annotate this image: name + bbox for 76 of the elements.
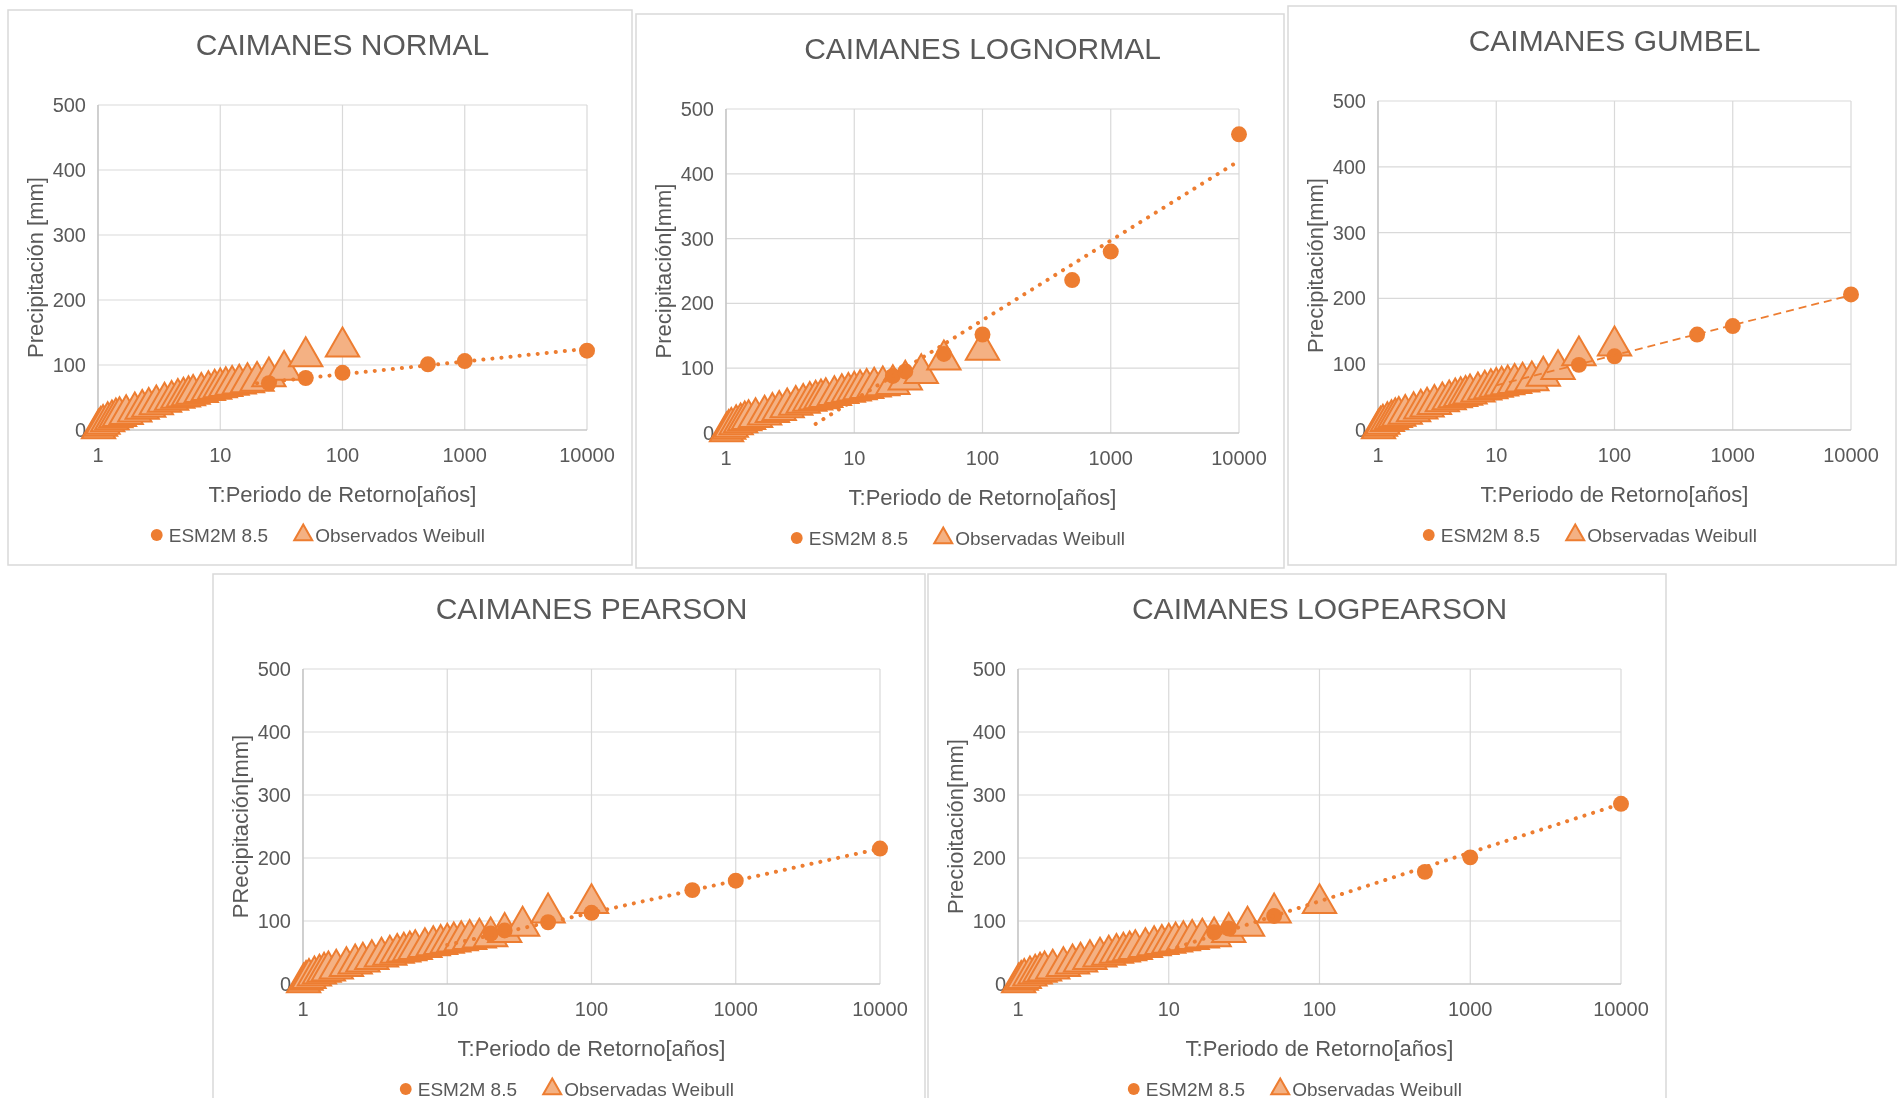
x-tick-label: 10 bbox=[1485, 444, 1508, 466]
x-tick-label: 1000 bbox=[442, 444, 487, 466]
y-tick-label: 500 bbox=[1332, 90, 1366, 112]
y-tick-label: 100 bbox=[680, 357, 714, 380]
x-tick-label: 10000 bbox=[1593, 998, 1649, 1020]
y-axis-title: Precipitación[mm] bbox=[651, 183, 676, 359]
x-tick-label: 1 bbox=[297, 998, 309, 1020]
y-tick-label: 400 bbox=[1332, 155, 1366, 178]
y-tick-label: 200 bbox=[257, 847, 291, 869]
y-tick-label: 100 bbox=[52, 354, 86, 376]
chart-title: CAIMANES LOGPEARSON bbox=[1131, 592, 1508, 625]
x-tick-label: 10000 bbox=[1823, 444, 1879, 466]
y-tick-label: 400 bbox=[52, 159, 86, 181]
y-tick-label: 300 bbox=[972, 784, 1006, 806]
x-tick-label: 1000 bbox=[1448, 998, 1493, 1020]
x-tick-label: 100 bbox=[1302, 998, 1337, 1020]
y-tick-label: 200 bbox=[1332, 287, 1366, 310]
x-tick-label: 10 bbox=[843, 447, 866, 469]
x-tick-label: 1000 bbox=[1088, 447, 1133, 469]
y-tick-label: 300 bbox=[680, 227, 714, 250]
y-tick-label: 500 bbox=[52, 94, 86, 116]
legend-label: Observadas Weibull bbox=[1292, 1078, 1462, 1098]
y-tick-label: 400 bbox=[680, 162, 714, 185]
y-tick-label: 400 bbox=[972, 721, 1006, 743]
chart-title: CAIMANES NORMAL bbox=[195, 28, 490, 61]
chart-title: CAIMANES GUMBEL bbox=[1468, 24, 1761, 57]
legend-label: ESM2M 8.5 bbox=[1145, 1078, 1246, 1098]
y-tick-label: 200 bbox=[52, 289, 86, 311]
legend-label: ESM2M 8.5 bbox=[808, 527, 909, 549]
x-tick-label: 100 bbox=[574, 998, 609, 1020]
y-tick-label: 100 bbox=[1332, 353, 1366, 376]
y-tick-label: 100 bbox=[257, 910, 291, 932]
y-tick-label: 100 bbox=[972, 910, 1006, 932]
x-axis-title: T:Periodo de Retorno[años] bbox=[208, 482, 477, 507]
x-tick-label: 10 bbox=[209, 444, 232, 466]
x-tick-label: 100 bbox=[325, 444, 360, 466]
x-tick-label: 1 bbox=[1372, 444, 1384, 466]
y-axis-title: Precipitación[mm] bbox=[1303, 178, 1328, 353]
legend-label: ESM2M 8.5 bbox=[168, 524, 269, 546]
y-tick-label: 200 bbox=[680, 292, 714, 315]
x-tick-label: 10 bbox=[1157, 998, 1180, 1020]
x-axis-title: T:Periodo de Retorno[años] bbox=[848, 485, 1117, 510]
y-tick-label: 300 bbox=[257, 784, 291, 806]
y-tick-label: 300 bbox=[52, 224, 86, 246]
y-tick-label: 500 bbox=[257, 658, 291, 680]
y-axis-title: PRecipitación[mm] bbox=[228, 734, 253, 919]
x-axis-title: T:Periodo de Retorno[años] bbox=[457, 1036, 726, 1061]
legend-label: Observadas Weibull bbox=[564, 1078, 734, 1098]
x-tick-label: 10000 bbox=[852, 998, 908, 1020]
y-tick-label: 500 bbox=[972, 658, 1006, 680]
y-tick-label: 300 bbox=[1332, 221, 1366, 244]
x-tick-label: 1 bbox=[720, 447, 732, 469]
legend-label: Observados Weibull bbox=[315, 524, 485, 546]
chart-title: CAIMANES PEARSON bbox=[435, 592, 748, 625]
x-tick-label: 1000 bbox=[713, 998, 758, 1020]
legend-label: Observadas Weibull bbox=[1587, 524, 1757, 546]
x-tick-label: 10000 bbox=[559, 444, 615, 466]
y-tick-label: 0 bbox=[994, 973, 1006, 995]
legend-label: ESM2M 8.5 bbox=[417, 1078, 518, 1098]
y-tick-label: 500 bbox=[680, 98, 714, 120]
x-tick-label: 1000 bbox=[1710, 444, 1755, 466]
x-axis-title: T:Periodo de Retorno[años] bbox=[1185, 1036, 1454, 1061]
y-tick-label: 0 bbox=[279, 973, 291, 995]
x-tick-label: 10000 bbox=[1211, 447, 1267, 469]
y-axis-title: Precioitación[mm] bbox=[943, 739, 968, 914]
legend-label: ESM2M 8.5 bbox=[1440, 524, 1541, 546]
x-tick-label: 1 bbox=[92, 444, 104, 466]
x-axis-title: T:Periodo de Retorno[años] bbox=[1480, 482, 1749, 507]
y-axis-title: Precipitación [mm] bbox=[23, 177, 48, 358]
legend-label: Observadas Weibull bbox=[955, 527, 1125, 549]
x-tick-label: 1 bbox=[1012, 998, 1024, 1020]
x-tick-label: 10 bbox=[436, 998, 459, 1020]
chart-title: CAIMANES LOGNORMAL bbox=[804, 32, 1161, 65]
x-tick-label: 100 bbox=[1597, 444, 1632, 466]
y-tick-label: 400 bbox=[257, 721, 291, 743]
y-tick-label: 200 bbox=[972, 847, 1006, 869]
